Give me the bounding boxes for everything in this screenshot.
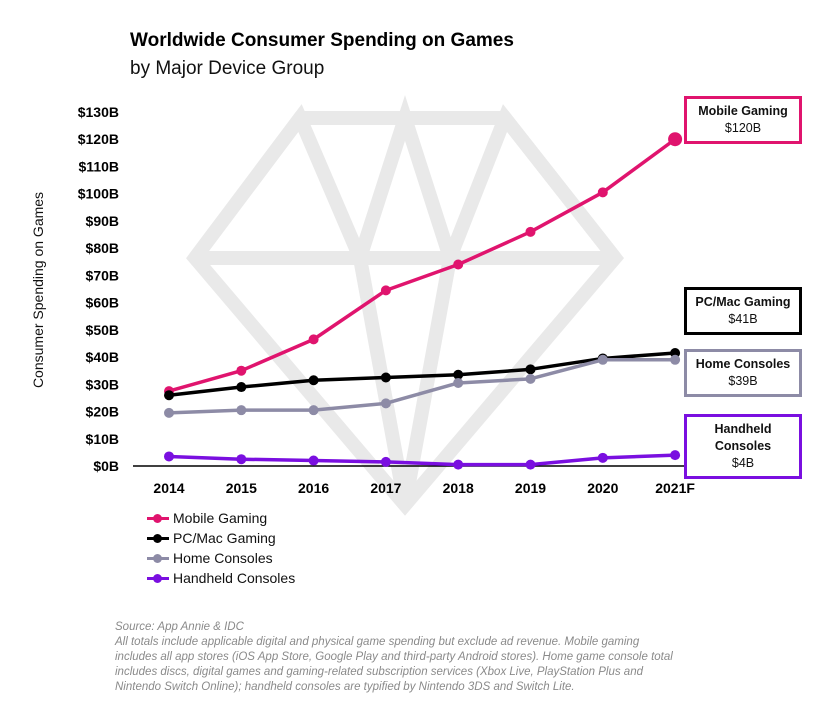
- y-tick-label: $110B: [79, 158, 119, 174]
- series-pc-mac-gaming: [164, 347, 681, 401]
- data-point-mobile-gaming: [668, 132, 683, 147]
- x-tick-label: 2020: [587, 480, 618, 496]
- x-tick-label: 2021F: [655, 480, 695, 496]
- y-tick-label: $10B: [86, 431, 119, 447]
- y-axis-ticks: $0B $10B $20B $30B $40B $50B $60B $70B $80B $90B $…: [78, 104, 119, 474]
- y-tick-label: $70B: [86, 267, 119, 283]
- data-point-home-consoles: [164, 407, 174, 418]
- data-point-mobile-gaming: [453, 259, 464, 270]
- note-line: All totals include applicable digital an…: [115, 636, 640, 648]
- legend-swatch-pc-mac-gaming: [147, 533, 169, 543]
- legend-item-pc-mac-gaming: PC/Mac Gaming: [147, 528, 295, 548]
- data-point-home-consoles: [236, 405, 247, 416]
- data-point-home-consoles: [380, 398, 391, 409]
- watermark-crown: [189, 95, 621, 279]
- data-point-handheld-consoles: [525, 459, 536, 470]
- data-point-handheld-consoles: [164, 451, 174, 462]
- data-point-home-consoles: [308, 405, 319, 416]
- data-point-mobile-gaming: [308, 334, 319, 345]
- watermark-facet: [353, 256, 457, 507]
- data-point-home-consoles: [525, 373, 536, 384]
- series-handheld-consoles: [164, 450, 681, 470]
- series-home-consoles: [164, 354, 681, 418]
- data-point-pc-mac-gaming: [164, 390, 174, 401]
- y-tick-label: $120B: [78, 131, 119, 147]
- callout-pc-mac-gaming-name: PC/Mac Gaming: [695, 295, 791, 309]
- x-tick-label: 2014: [153, 480, 184, 496]
- callout-home-consoles: Home Consoles $39B: [684, 349, 802, 397]
- data-point-mobile-gaming: [380, 285, 391, 296]
- callout-pc-mac-gaming-value: $41B: [728, 312, 758, 326]
- callout-mobile-gaming-value: $120B: [724, 121, 762, 135]
- callout-handheld-consoles-name: Handheld Consoles: [714, 422, 772, 453]
- note-line: includes discs, digital games and gaming…: [115, 666, 643, 678]
- x-tick-label: 2016: [298, 480, 329, 496]
- note-line: includes all app stores (iOS App Store, …: [115, 651, 673, 663]
- note-line: Nintendo Switch Online); handheld consol…: [115, 681, 575, 693]
- legend-swatch-mobile-gaming: [147, 513, 169, 523]
- callout-home-consoles-value: $39B: [728, 374, 758, 388]
- source-notes: Source: App Annie & IDC All totals inclu…: [115, 620, 715, 695]
- data-point-handheld-consoles: [453, 459, 464, 470]
- chart-title: Worldwide Consumer Spending on Games: [130, 30, 514, 51]
- legend-item-handheld-consoles: Handheld Consoles: [147, 568, 295, 588]
- data-point-mobile-gaming: [525, 226, 536, 237]
- data-point-handheld-consoles: [597, 452, 608, 463]
- callout-home-consoles-name: Home Consoles: [695, 357, 791, 371]
- chart-subtitle: by Major Device Group: [130, 58, 325, 79]
- x-tick-label: 2015: [226, 480, 257, 496]
- data-point-handheld-consoles: [670, 450, 681, 461]
- y-tick-label: $60B: [86, 295, 119, 311]
- legend-label-mobile-gaming: Mobile Gaming: [173, 510, 268, 526]
- series-line-pc-mac-gaming: [167, 351, 677, 397]
- y-tick-label: $100B: [78, 186, 119, 202]
- y-tick-label: $0B: [93, 458, 119, 474]
- legend-item-home-consoles: Home Consoles: [147, 548, 295, 568]
- x-axis-ticks: 2014 2015 2016 2017 2018 2019 2020 2021F: [133, 465, 712, 496]
- data-point-home-consoles: [670, 354, 681, 365]
- data-point-handheld-consoles: [308, 455, 319, 466]
- legend-label-pc-mac-gaming: PC/Mac Gaming: [173, 530, 276, 546]
- callout-mobile-gaming-name: Mobile Gaming: [698, 104, 788, 118]
- x-tick-label: 2017: [370, 480, 401, 496]
- x-tick-label: 2018: [443, 480, 474, 496]
- data-point-pc-mac-gaming: [308, 375, 319, 386]
- watermark-logo: [186, 95, 625, 516]
- x-tick-label: 2019: [515, 480, 546, 496]
- data-point-mobile-gaming: [236, 365, 247, 376]
- data-point-mobile-gaming: [597, 187, 608, 198]
- legend: Mobile Gaming PC/Mac Gaming Home Console…: [147, 508, 295, 588]
- y-tick-label: $20B: [86, 404, 119, 420]
- data-point-handheld-consoles: [380, 456, 391, 467]
- legend-swatch-home-consoles: [147, 553, 169, 563]
- y-tick-label: $50B: [86, 322, 119, 338]
- series-lines: [164, 132, 683, 470]
- callout-pc-mac-gaming: PC/Mac Gaming $41B: [684, 287, 802, 335]
- data-point-pc-mac-gaming: [525, 364, 536, 375]
- y-tick-label: $80B: [86, 240, 119, 256]
- legend-label-handheld-consoles: Handheld Consoles: [173, 570, 296, 586]
- source-line: Source: App Annie & IDC: [115, 621, 244, 633]
- data-point-home-consoles: [597, 354, 608, 365]
- y-tick-label: $30B: [86, 376, 119, 392]
- series-line-handheld-consoles: [167, 453, 677, 467]
- data-point-home-consoles: [453, 377, 464, 388]
- data-point-pc-mac-gaming: [453, 369, 464, 380]
- series-mobile-gaming: [164, 132, 683, 397]
- data-point-pc-mac-gaming: [236, 382, 247, 393]
- legend-swatch-handheld-consoles: [147, 573, 169, 583]
- callout-handheld-consoles-value: $4B: [731, 456, 755, 470]
- data-point-pc-mac-gaming: [380, 372, 391, 383]
- data-point-handheld-consoles: [236, 454, 247, 465]
- y-tick-label: $40B: [86, 349, 119, 365]
- series-line-home-consoles: [167, 358, 677, 415]
- legend-label-home-consoles: Home Consoles: [173, 550, 273, 566]
- y-tick-label: $90B: [86, 213, 119, 229]
- callout-handheld-consoles: Handheld Consoles $4B: [684, 414, 802, 479]
- legend-item-mobile-gaming: Mobile Gaming: [147, 508, 295, 528]
- y-tick-label: $130B: [78, 104, 119, 120]
- series-line-mobile-gaming: [167, 137, 677, 393]
- callout-mobile-gaming: Mobile Gaming $120B: [684, 96, 802, 144]
